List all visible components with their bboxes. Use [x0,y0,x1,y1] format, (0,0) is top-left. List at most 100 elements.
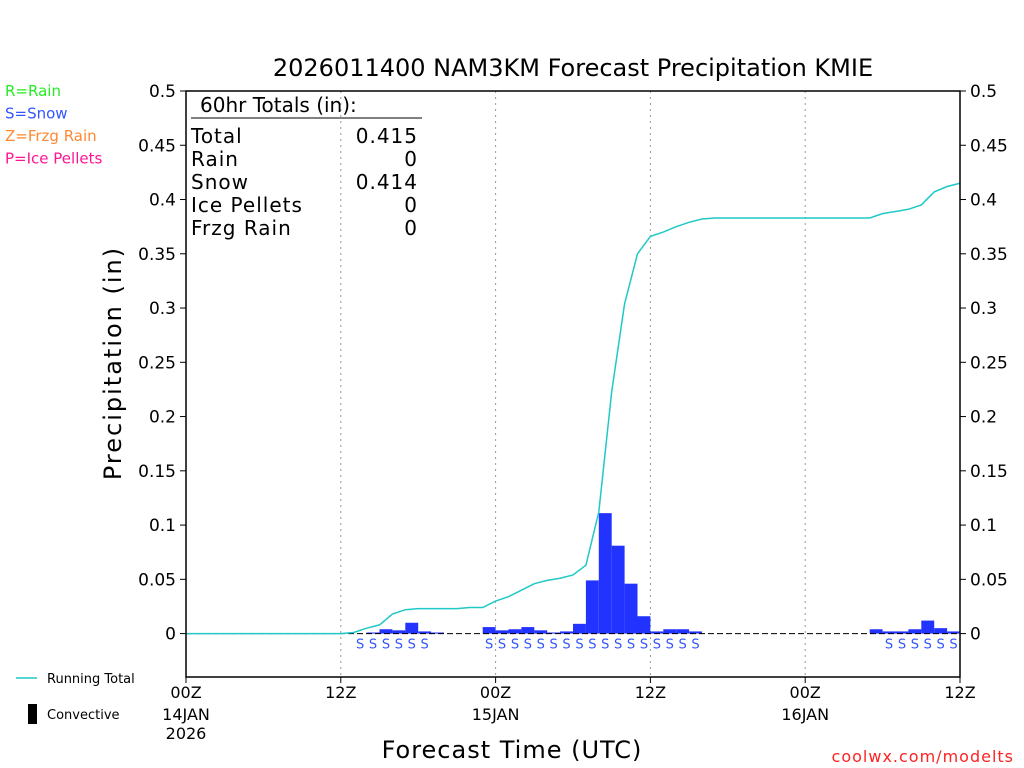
precip-bar [611,545,625,634]
y-tick-label: 0.35 [970,245,1008,265]
precip-bar [521,627,535,634]
precip-bar [921,620,935,634]
y-axis-right: 0 0.05 0.1 0.15 0.2 0.25 0.3 0.35 0.4 0.45 0.5 [960,82,1008,645]
precip-bar [585,580,599,634]
precip-type-marker: S [356,638,364,653]
precip-type-legend: R=Rain S=Snow Z=Frzg Rain P=Ice Pellets [5,82,102,168]
y-tick-label: 0.45 [138,136,176,156]
y-tick-label: 0.35 [138,245,176,265]
precip-type-marker: S [537,638,545,653]
totals-row-value: 0.415 [356,124,418,148]
precip-type-marker: S [421,638,429,653]
precip-type-marker: S [550,638,558,653]
precip-type-marker: S [485,638,493,653]
y-tick-label: 0.1 [149,516,176,536]
precip-bar [495,630,509,634]
x-tick-sublabel: 2026 [166,724,207,743]
precip-bar [379,629,393,634]
precip-bar [392,630,406,634]
series-legend: Running Total Convective [16,672,135,724]
precip-bar [663,629,677,634]
y-tick-label: 0.2 [149,408,176,428]
precip-bar [508,629,522,634]
precip-bar [366,632,380,634]
y-tick-label: 0.25 [138,353,176,373]
precip-bar [547,632,561,634]
x-tick-sublabel: 16JAN [781,705,829,724]
precip-type-marker: S [911,638,919,653]
precip-type-marker: S [666,638,674,653]
y-tick-label: 0.15 [138,462,176,482]
precip-type-marker: S [524,638,532,653]
precip-bar [598,513,612,634]
precip-type-marker: S [898,638,906,653]
totals-row-value: 0 [404,216,418,240]
type-legend-entry: S=Snow [5,105,68,123]
y-tick-label: 0.15 [970,462,1008,482]
totals-header: 60hr Totals (in): [200,93,357,117]
totals-row-value: 0 [404,147,418,171]
totals-row-label: Total [190,124,243,148]
precip-bar [560,631,573,634]
x-tick-sublabel: 14JAN [162,705,210,724]
totals-row-label: Ice Pellets [191,193,303,217]
running-total-line [186,182,961,635]
precip-type-marker: S [679,638,687,653]
y-tick-label: 0.3 [149,299,176,319]
y-tick-label: 0.5 [970,82,997,102]
precip-bar [869,629,883,634]
x-tick-label: 00Z [170,683,201,702]
x-tick-label: 12Z [325,683,356,702]
precip-type-marker: S [498,638,506,653]
y-tick-label: 0 [970,625,981,645]
convective-legend-swatch [28,704,37,724]
y-tick-label: 0.5 [149,82,176,102]
precip-bar [405,622,419,634]
x-tick-label: 12Z [944,683,975,702]
series-legend-label: Convective [47,708,120,723]
y-tick-label: 0.25 [970,353,1008,373]
hourly-precip-bars [366,513,960,634]
precip-type-marker: S [614,638,622,653]
y-tick-label: 0.3 [970,299,997,319]
totals-row-label: Frzg Rain [191,216,292,240]
precip-bar [624,583,638,634]
gridlines [340,91,806,677]
precip-type-marker: S [601,638,609,653]
precip-bar [431,632,444,634]
y-axis-label: Precipitation (in) [99,246,127,480]
chart-title: 2026011400 NAM3KM Forecast Precipitation… [273,54,873,82]
precip-bar [534,630,548,634]
precip-type-marker: S [395,638,403,653]
y-tick-label: 0.05 [970,570,1008,590]
x-tick-sublabel: 15JAN [472,705,520,724]
y-tick-label: 0.45 [970,136,1008,156]
precip-type-marker: S [924,638,932,653]
precip-type-marker: S [691,638,699,653]
x-tick-label: 00Z [480,683,511,702]
x-tick-label: 12Z [635,683,666,702]
precip-type-marker: S [575,638,583,653]
precip-type-marker: S [562,638,570,653]
totals-row-label: Snow [191,170,249,194]
precip-type-marker: S [949,638,957,653]
precip-bar [650,631,664,634]
precip-bar [676,629,690,634]
series-legend-label: Running Total [47,672,135,687]
precip-type-marker: S [408,638,416,653]
totals-row-value: 0.414 [356,170,418,194]
type-legend-entry: Z=Frzg Rain [5,127,97,145]
precip-bar [482,627,496,634]
plot-frame [185,90,961,678]
y-tick-label: 0.4 [149,191,176,211]
y-tick-label: 0.4 [970,191,997,211]
y-tick-label: 0.2 [970,408,997,428]
y-tick-label: 0.05 [138,570,176,590]
precip-type-marker: S [627,638,635,653]
precip-bar [908,629,922,634]
y-tick-label: 0 [165,625,176,645]
x-axis-label: Forecast Time (UTC) [382,736,643,764]
precip-bar [895,631,909,634]
precip-type-marker: S [382,638,390,653]
precip-type-marker: S [885,638,893,653]
